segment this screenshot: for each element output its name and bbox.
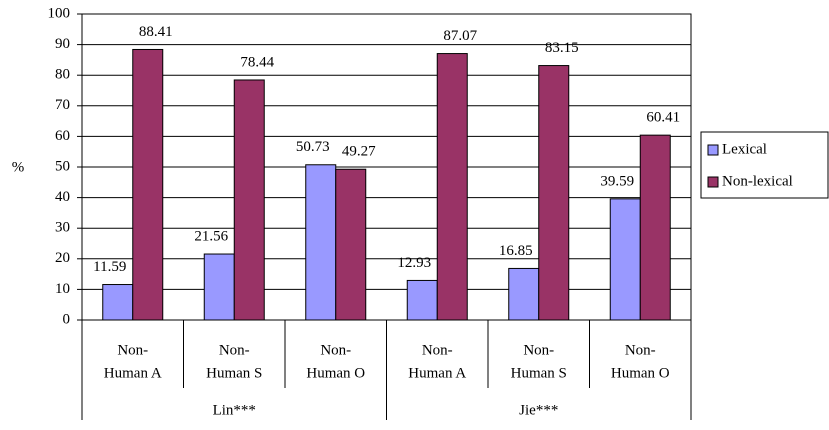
value-label: 88.41	[139, 24, 173, 40]
legend-label: Lexical	[722, 141, 767, 157]
value-label: 78.44	[240, 54, 274, 70]
category-group-label: Lin***	[213, 402, 256, 418]
y-tick-label: 70	[55, 97, 70, 113]
value-label: 12.93	[397, 255, 431, 271]
x-tick-label: Non-	[320, 342, 351, 358]
x-tick-label: Human O	[306, 365, 365, 381]
legend-label: Non-lexical	[722, 173, 793, 189]
x-tick-label: Non-	[523, 342, 554, 358]
y-tick-label: 90	[55, 36, 70, 52]
bar	[508, 267, 540, 321]
y-tick-label: 20	[55, 250, 70, 266]
bar	[305, 164, 337, 321]
x-tick-label: Non-	[625, 342, 656, 358]
legend-swatch	[707, 176, 719, 188]
x-tick-label: Human S	[511, 365, 567, 381]
bar	[132, 48, 164, 321]
bar	[538, 65, 570, 321]
category-group-label: Jie***	[519, 402, 558, 418]
x-tick-label: Human S	[206, 365, 262, 381]
value-label: 11.59	[93, 259, 126, 275]
x-tick-label: Non-	[219, 342, 250, 358]
bar	[436, 53, 468, 321]
x-tick-label: Non-	[422, 342, 453, 358]
value-label: 50.73	[296, 139, 330, 155]
bar	[609, 198, 641, 321]
x-tick-label: Human O	[611, 365, 670, 381]
bar	[102, 284, 134, 321]
y-tick-label: 40	[55, 189, 70, 205]
bar	[335, 168, 367, 321]
bar	[406, 279, 438, 321]
y-tick-label: 10	[55, 281, 70, 297]
bar	[639, 134, 671, 321]
bar	[233, 79, 265, 321]
value-label: 39.59	[600, 173, 634, 189]
y-tick-label: 100	[48, 5, 71, 21]
y-tick-label: 50	[55, 158, 70, 174]
bar	[203, 253, 235, 321]
value-label: 16.85	[499, 243, 533, 259]
y-tick-label: 30	[55, 220, 70, 236]
value-label: 83.15	[545, 40, 579, 56]
legend-swatch	[707, 144, 719, 156]
x-tick-label: Human A	[408, 365, 466, 381]
value-label: 21.56	[194, 228, 228, 244]
value-label: 60.41	[646, 110, 680, 126]
y-axis-label: %	[12, 159, 25, 175]
value-label: 49.27	[342, 144, 376, 160]
x-tick-label: Human A	[104, 365, 162, 381]
y-tick-label: 60	[55, 128, 70, 144]
legend-box	[700, 131, 829, 199]
x-tick-label: Non-	[117, 342, 148, 358]
value-label: 87.07	[443, 28, 477, 44]
y-tick-label: 80	[55, 67, 70, 83]
y-tick-label: 0	[63, 311, 71, 327]
